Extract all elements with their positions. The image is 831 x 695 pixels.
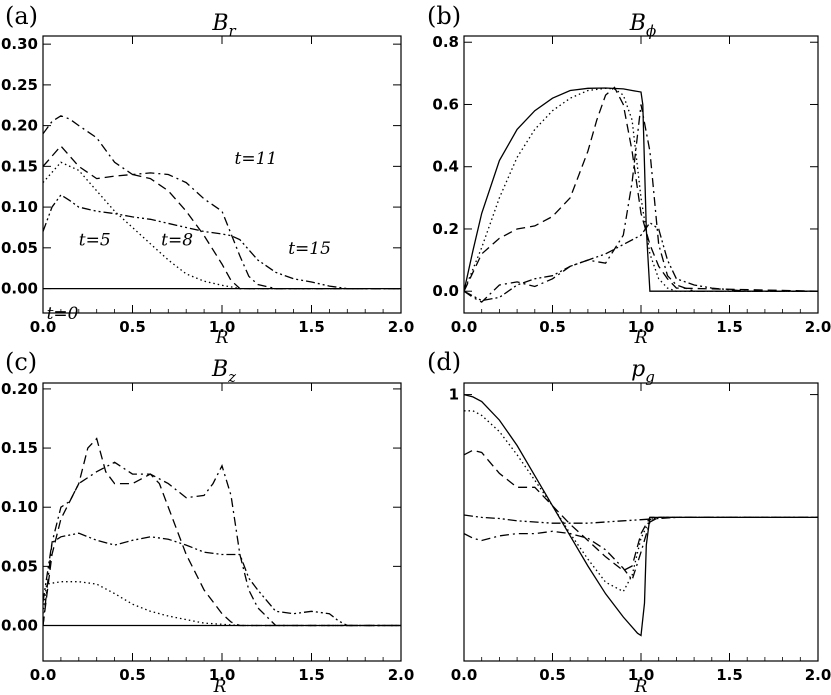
x-tick-label-c-1: 0.5 xyxy=(119,666,146,684)
y-tick-label-a-6: 0.30 xyxy=(1,35,38,53)
x-axis-b: 0.0 0.5 1.0 1.5 2.0 xyxy=(451,36,831,336)
panel-b: (b) Bϕ 0.0 0.5 1.0 1.5 2.0 0.0 0.2 0.4 0.6 0.8 R xyxy=(427,2,831,348)
panel-d: (d) pg 0.0 0.5 1.0 1.5 2.0 1 R xyxy=(427,348,831,695)
x-tick-label-b-4: 2.0 xyxy=(805,318,831,336)
y-axis-d: 1 xyxy=(449,386,818,404)
x-tick-label-d-2: 1.0 xyxy=(628,666,655,684)
chart-title-c: Bz xyxy=(211,357,236,386)
series-lines-c xyxy=(43,437,401,627)
x-tick-label-b-3: 1.5 xyxy=(716,318,743,336)
y-tick-label-b-2: 0.4 xyxy=(432,158,459,176)
panel-label-b: (b) xyxy=(427,2,461,30)
series-line-d-3 xyxy=(464,516,818,582)
series-line-b-0 xyxy=(464,87,818,292)
x-axis-label-c: R xyxy=(213,677,227,695)
y-tick-label-b-3: 0.6 xyxy=(432,95,459,113)
plot-frame-d xyxy=(463,382,819,662)
y-tick-label-c-1: 0.05 xyxy=(1,557,38,575)
series-line-c-4 xyxy=(43,532,401,627)
panel-label-d: (d) xyxy=(427,348,461,376)
annotation-a-4: t=15 xyxy=(288,239,331,259)
plot-frame-a xyxy=(42,35,402,314)
series-line-b-4 xyxy=(464,221,818,302)
series-line-a-2 xyxy=(43,145,401,290)
y-axis-b: 0.0 0.2 0.4 0.6 0.8 xyxy=(432,33,818,300)
panel-label-a: (a) xyxy=(5,2,38,30)
annotations-a: t=0 t=5 t=8 t=11 t=15 xyxy=(47,149,331,324)
chart-title-d: pg xyxy=(631,357,655,386)
chart-title-a: Br xyxy=(211,11,236,40)
y-tick-label-c-0: 0.00 xyxy=(1,617,38,635)
panel-a: (a) Br 0.0 0.5 1.0 1.5 2.0 0.000.050.100.150… xyxy=(1,2,414,348)
series-line-a-1 xyxy=(43,161,401,290)
x-axis-label-d: R xyxy=(634,677,648,695)
y-tick-label-a-3: 0.15 xyxy=(1,157,38,175)
x-tick-label-a-0: 0.0 xyxy=(30,318,57,336)
annotation-a-3: t=11 xyxy=(235,149,278,169)
x-tick-label-a-3: 1.5 xyxy=(298,318,325,336)
x-axis-c: 0.0 0.5 1.0 1.5 2.0 xyxy=(30,383,415,684)
y-tick-label-d-0: 1 xyxy=(449,386,459,404)
x-tick-label-b-1: 0.5 xyxy=(539,318,566,336)
y-tick-label-a-2: 0.10 xyxy=(1,198,38,216)
x-tick-label-d-1: 0.5 xyxy=(539,666,566,684)
x-tick-label-c-4: 2.0 xyxy=(388,666,415,684)
plot-frame-b xyxy=(463,35,819,314)
y-tick-label-b-0: 0.0 xyxy=(432,282,459,300)
annotation-a-0: t=0 xyxy=(47,304,79,324)
chart-title-b: Bϕ xyxy=(629,11,656,40)
y-tick-label-c-3: 0.15 xyxy=(1,439,38,457)
x-tick-label-a-1: 0.5 xyxy=(119,318,146,336)
x-tick-label-d-4: 2.0 xyxy=(805,666,831,684)
annotation-a-2: t=8 xyxy=(161,231,193,251)
x-axis-a: 0.0 0.5 1.0 1.5 2.0 xyxy=(30,36,415,336)
series-line-c-3 xyxy=(43,461,401,627)
series-line-a-3 xyxy=(43,115,401,290)
series-line-c-1 xyxy=(43,581,401,627)
y-tick-label-a-0: 0.00 xyxy=(1,280,38,298)
annotation-a-1: t=5 xyxy=(79,231,111,251)
panel-label-c: (c) xyxy=(5,348,37,376)
x-axis-label-b: R xyxy=(634,328,648,348)
panel-c: (c) Bz 0.0 0.5 1.0 1.5 2.0 0.000.050.100.150… xyxy=(1,348,414,695)
y-tick-label-c-2: 0.10 xyxy=(1,498,38,516)
x-tick-label-c-2: 1.0 xyxy=(209,666,236,684)
series-line-d-0 xyxy=(464,393,818,637)
series-line-a-4 xyxy=(43,194,401,290)
x-tick-label-d-3: 1.5 xyxy=(716,666,743,684)
series-line-d-2 xyxy=(464,449,818,572)
y-tick-label-b-4: 0.8 xyxy=(432,33,459,51)
series-line-d-4 xyxy=(464,514,818,524)
x-tick-label-a-4: 2.0 xyxy=(388,318,415,336)
x-tick-label-b-2: 1.0 xyxy=(628,318,655,336)
x-tick-label-b-0: 0.0 xyxy=(451,318,478,336)
x-tick-label-c-0: 0.0 xyxy=(30,666,57,684)
x-axis-d: 0.0 0.5 1.0 1.5 2.0 xyxy=(451,383,831,684)
x-tick-label-d-0: 0.0 xyxy=(451,666,478,684)
y-axis-a: 0.00 0.05 0.10 0.15 0.20 0.25 0.30 xyxy=(1,35,401,298)
series-line-d-1 xyxy=(464,410,818,593)
series-lines-d xyxy=(464,393,818,637)
y-tick-label-a-4: 0.20 xyxy=(1,117,38,135)
x-tick-label-a-2: 1.0 xyxy=(209,318,236,336)
plot-frame-c xyxy=(42,382,402,662)
y-tick-label-a-5: 0.25 xyxy=(1,76,38,94)
series-lines-b xyxy=(464,86,818,303)
x-axis-label-a: R xyxy=(215,328,229,348)
y-tick-label-b-1: 0.2 xyxy=(432,220,459,238)
y-tick-label-a-1: 0.05 xyxy=(1,239,38,257)
series-line-c-2 xyxy=(43,437,401,627)
x-tick-label-c-3: 1.5 xyxy=(298,666,325,684)
series-line-b-3 xyxy=(464,104,818,303)
series-line-b-1 xyxy=(464,87,818,292)
y-tick-label-c-4: 0.20 xyxy=(1,380,38,398)
series-line-b-2 xyxy=(464,86,818,292)
series-lines-a xyxy=(43,115,401,290)
